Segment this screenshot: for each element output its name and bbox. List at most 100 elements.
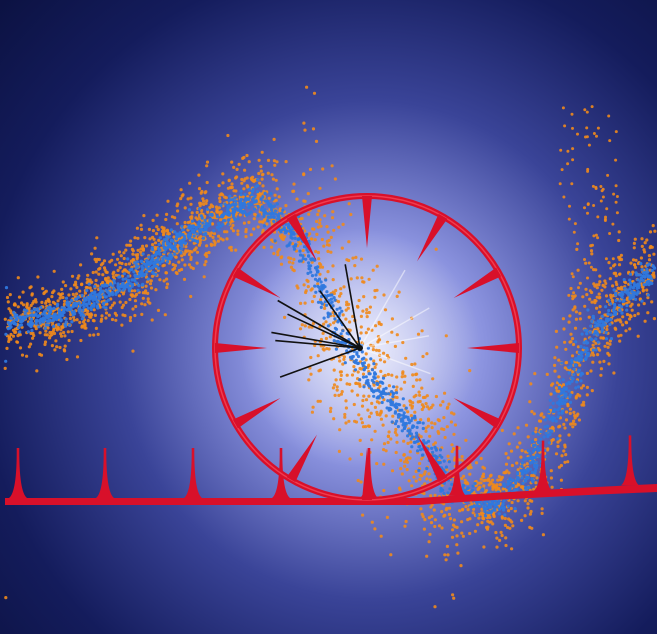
scatter-point (161, 241, 165, 245)
scatter-point (168, 253, 172, 257)
scatter-point (562, 422, 566, 426)
scatter-point (421, 426, 425, 431)
scatter-point (44, 301, 48, 305)
scatter-point (629, 284, 633, 289)
scatter-point (114, 291, 118, 295)
scatter-point (9, 332, 13, 337)
scatter-point (533, 469, 537, 473)
scatter-point (97, 257, 101, 262)
scatter-point (634, 292, 638, 296)
scatter-point (372, 383, 376, 387)
scatter-point (320, 237, 324, 242)
scatter-point (365, 315, 369, 319)
scatter-point (404, 421, 408, 426)
scatter-point (567, 217, 571, 221)
scatter-point (598, 320, 602, 324)
scatter-point (429, 405, 433, 410)
needle (277, 299, 361, 349)
scatter-point (301, 257, 305, 261)
scatter-point (568, 314, 572, 318)
scatter-point (155, 225, 159, 229)
scatter-point (256, 178, 260, 182)
scatter-point (262, 214, 266, 218)
scatter-point (451, 523, 456, 527)
scatter-point (563, 366, 567, 370)
scatter-point (585, 110, 589, 114)
scatter-point (58, 345, 62, 350)
scatter-point (141, 247, 145, 251)
scatter-point (205, 207, 210, 211)
scatter-point (258, 181, 262, 185)
scatter-point (401, 418, 405, 423)
scatter-point (649, 244, 653, 249)
scatter-point (208, 234, 212, 238)
scatter-point (571, 425, 575, 429)
scatter-point (93, 313, 97, 317)
scatter-point (564, 398, 568, 402)
scatter-point (183, 263, 187, 267)
scatter-point (501, 503, 505, 507)
scatter-point (64, 284, 68, 288)
scatter-point (30, 322, 35, 326)
scatter-point (339, 370, 343, 374)
scatter-point (568, 407, 573, 411)
scatter-point (595, 134, 598, 138)
scatter-point (550, 383, 554, 387)
scatter-point (430, 426, 434, 430)
scatter-point (516, 426, 520, 430)
scatter-point (395, 440, 399, 444)
scatter-point (19, 323, 24, 327)
scatter-point (484, 503, 488, 507)
scatter-point (273, 193, 277, 197)
scatter-point (90, 252, 94, 256)
scatter-point (262, 212, 266, 216)
scatter-point (576, 385, 581, 389)
scatter-point (141, 291, 145, 295)
scatter-point (420, 474, 424, 478)
scatter-point (577, 368, 581, 372)
scatter-point (164, 247, 168, 251)
scatter-point (51, 314, 55, 318)
scatter-point (618, 308, 622, 312)
scatter-point (314, 266, 318, 270)
scatter-point (516, 472, 520, 476)
scatter-point (386, 372, 390, 377)
scatter-point (573, 414, 577, 418)
scatter-point (334, 347, 338, 351)
scatter-point (385, 515, 389, 520)
scatter-point (402, 439, 406, 443)
scatter-point (442, 492, 446, 496)
scatter-point (86, 306, 90, 310)
scatter-point (230, 182, 234, 186)
scatter-point (572, 419, 576, 423)
scatter-point (189, 265, 193, 269)
scatter-point (499, 477, 503, 481)
scatter-point (151, 248, 155, 252)
scatter-point (491, 522, 495, 526)
scatter-point (329, 235, 333, 239)
scatter-point (145, 280, 149, 284)
scatter-point (43, 326, 47, 330)
scatter-point (574, 340, 578, 344)
scatter-point (618, 292, 622, 296)
scatter-point (273, 209, 278, 213)
scatter-point (600, 314, 605, 318)
scatter-point (382, 442, 387, 446)
scatter-point (581, 384, 586, 388)
scatter-point (615, 211, 619, 215)
scatter-point (350, 373, 355, 377)
scatter-point (124, 300, 128, 305)
scatter-point (210, 231, 214, 235)
scatter-point (184, 245, 188, 249)
scatter-point (621, 292, 625, 296)
scatter-point (164, 271, 168, 275)
scatter-point (165, 242, 169, 246)
scatter-point (256, 204, 260, 208)
scatter-point (421, 395, 426, 400)
scatter-point (594, 337, 598, 341)
scatter-point (198, 238, 202, 242)
scatter-point (402, 421, 406, 425)
scatter-point (186, 233, 190, 237)
wheel-spoke (362, 448, 372, 500)
scatter-point (506, 480, 510, 484)
